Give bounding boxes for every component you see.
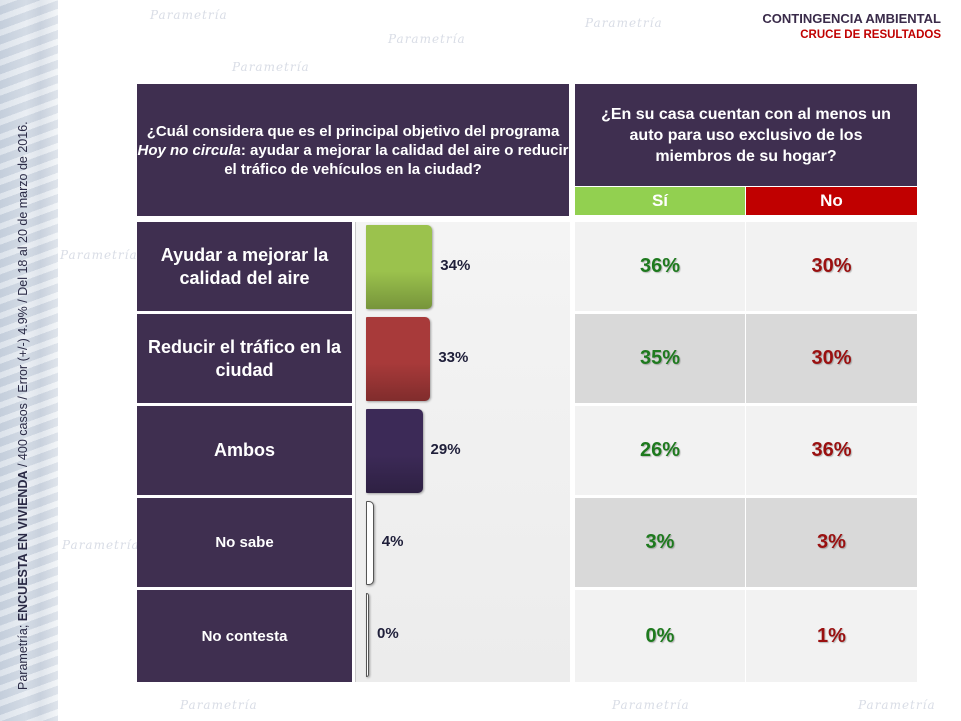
cell-no: 36%: [746, 406, 917, 495]
row-label: No contesta: [137, 590, 352, 682]
row-label: No sabe: [137, 498, 352, 587]
question-car-panel: ¿En su casa cuentan con al menos un auto…: [575, 84, 917, 186]
watermark: Parametría: [585, 16, 663, 30]
question-car-text: ¿En su casa cuentan con al menos un auto…: [601, 105, 891, 165]
bar: [366, 225, 433, 309]
watermark: Parametría: [388, 32, 466, 46]
watermark: Parametría: [180, 698, 258, 712]
cell-si: 26%: [575, 406, 745, 495]
survey-methodology-note: Parametría; ENCUESTA EN VIVIENDA / 400 c…: [16, 121, 30, 690]
bar-value-label: 29%: [430, 441, 461, 458]
row-label: Ambos: [137, 406, 352, 495]
watermark: Parametría: [858, 698, 936, 712]
decorative-strip: [0, 0, 58, 721]
cell-no: 30%: [746, 222, 917, 311]
bar: [366, 593, 369, 677]
cell-no: 30%: [746, 314, 917, 403]
column-header-no: No: [746, 187, 917, 215]
cell-si: 36%: [575, 222, 745, 311]
question-objective-text: ¿Cuál considera que es el principal obje…: [137, 122, 569, 178]
bar: [366, 409, 423, 493]
bar: [366, 501, 374, 585]
cell-no: 3%: [746, 498, 917, 587]
column-header-si: Sí: [575, 187, 745, 215]
watermark: Parametría: [232, 60, 310, 74]
cell-no: 1%: [746, 590, 917, 682]
question-objective-panel: ¿Cuál considera que es el principal obje…: [137, 84, 569, 216]
bar-value-label: 33%: [438, 349, 469, 366]
watermark: Parametría: [150, 8, 228, 22]
cell-si: 35%: [575, 314, 745, 403]
watermark: Parametría: [612, 698, 690, 712]
bar-value-label: 0%: [377, 625, 399, 642]
bar-value-label: 34%: [440, 257, 471, 274]
watermark: Parametría: [62, 538, 140, 552]
bar-value-label: 4%: [381, 533, 404, 550]
row-label: Reducir el tráfico en la ciudad: [137, 314, 352, 403]
header-title: CONTINGENCIA AMBIENTAL: [762, 11, 941, 26]
header-subtitle: CRUCE DE RESULTADOS: [800, 29, 941, 41]
cell-si: 3%: [575, 498, 745, 587]
watermark: Parametría: [60, 248, 138, 262]
cell-si: 0%: [575, 590, 745, 682]
row-label: Ayudar a mejorar la calidad del aire: [137, 222, 352, 311]
bar: [366, 317, 431, 401]
